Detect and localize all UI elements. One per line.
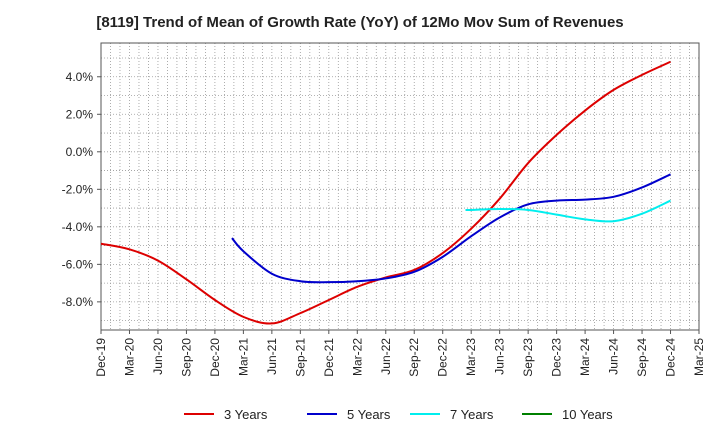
x-tick-label: Mar-24	[578, 338, 592, 376]
x-tick-label: Sep-23	[521, 338, 535, 377]
series-line-3-years	[100, 60, 671, 325]
y-tick-label: -8.0%	[62, 295, 94, 309]
x-tick-label: Jun-20	[151, 338, 165, 375]
x-tick-label: Sep-21	[293, 338, 307, 377]
x-tick-label: Dec-19	[94, 338, 108, 377]
x-tick-label: Mar-21	[236, 338, 250, 376]
y-tick-label: 4.0%	[66, 70, 94, 84]
x-tick-label: Dec-20	[208, 338, 222, 377]
x-tick-label: Jun-23	[493, 338, 507, 375]
series-line-5-years	[231, 173, 671, 284]
y-tick-label: -2.0%	[62, 182, 94, 196]
chart-title: [8119] Trend of Mean of Growth Rate (YoY…	[96, 14, 624, 31]
x-tick-label: Sep-22	[407, 338, 421, 377]
legend-label-3-years: 3 Years	[224, 407, 268, 422]
x-tick-label: Dec-24	[664, 338, 678, 377]
y-tick-label: -6.0%	[62, 257, 94, 271]
legend-label-5-years: 5 Years	[347, 407, 391, 422]
x-tick-label: Jun-22	[379, 338, 393, 375]
x-tick-label: Dec-21	[322, 338, 336, 377]
legend-label-7-years: 7 Years	[450, 407, 494, 422]
y-tick-label: -4.0%	[62, 220, 94, 234]
series-line-7-years	[465, 199, 671, 223]
x-tick-label: Mar-20	[122, 338, 136, 376]
x-tick-label: Dec-23	[550, 338, 564, 377]
y-tick-label: 2.0%	[66, 107, 94, 121]
x-tick-label: Mar-25	[692, 338, 706, 376]
legend-label-10-years: 10 Years	[562, 407, 613, 422]
x-tick-label: Mar-22	[350, 338, 364, 376]
x-tick-label: Mar-23	[464, 338, 478, 376]
x-tick-label: Sep-24	[635, 338, 649, 377]
x-tick-label: Dec-22	[436, 338, 450, 377]
x-tick-label: Jun-21	[265, 338, 279, 375]
x-tick-label: Jun-24	[607, 338, 621, 375]
x-tick-label: Sep-20	[179, 338, 193, 377]
y-tick-label: 0.0%	[66, 145, 94, 159]
plot-frame	[100, 42, 700, 331]
